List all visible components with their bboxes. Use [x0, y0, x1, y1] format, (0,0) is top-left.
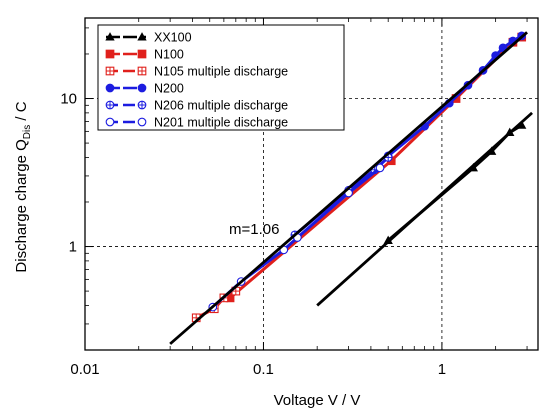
x-axis-label: Voltage V / V [274, 392, 361, 409]
fit-line [316, 111, 533, 307]
legend-label: N100 [154, 48, 184, 62]
legend-entry: XX100 [105, 31, 192, 45]
circle-marker [137, 83, 147, 93]
plot-data [169, 31, 533, 345]
legend-entry: N206 multiple discharge [105, 99, 288, 113]
legend-label: N206 multiple discharge [154, 99, 288, 113]
square-marker [137, 49, 147, 59]
y-axis-label: Discharge charge QDis / C [13, 101, 33, 272]
legend: XX100 N100 N105 multiple discharge N200 N206… [97, 24, 345, 131]
triangle-marker [105, 32, 115, 41]
circle-marker [375, 163, 385, 173]
legend-entry: N100 [105, 48, 184, 62]
legend-label: N201 multiple discharge [154, 116, 288, 130]
legend-box [97, 24, 345, 131]
y-tick-label: 10 [60, 91, 77, 108]
legend-label: N200 [154, 82, 184, 96]
fit-line [169, 31, 528, 345]
x-tick-label: 0.1 [253, 361, 274, 378]
legend-label: XX100 [154, 31, 192, 45]
legend-entry: N201 multiple discharge [105, 116, 288, 130]
x-tick-label: 0.01 [70, 361, 99, 378]
plot-frame [84, 17, 539, 351]
axis-ticks [84, 18, 528, 351]
slope-annotation: m=1.06 [229, 221, 279, 238]
y-tick-label: 1 [69, 239, 77, 256]
square-marker [105, 49, 115, 59]
circle-marker [105, 117, 115, 127]
circle-marker [137, 117, 147, 127]
legend-entry: N105 multiple discharge [105, 65, 288, 79]
x-tick-label: 1 [438, 361, 446, 378]
circle-marker [105, 83, 115, 93]
triangle-marker [137, 32, 147, 41]
legend-entry: N200 [105, 82, 184, 96]
legend-label: N105 multiple discharge [154, 65, 288, 79]
